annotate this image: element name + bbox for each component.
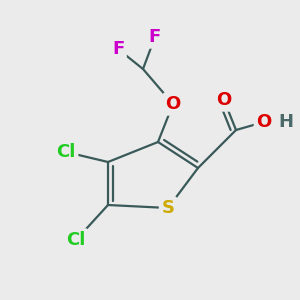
- Text: O: O: [216, 91, 232, 109]
- Text: Cl: Cl: [66, 231, 86, 249]
- Text: H: H: [278, 113, 293, 131]
- Text: O: O: [256, 113, 272, 131]
- Text: F: F: [112, 40, 124, 58]
- Text: S: S: [161, 199, 175, 217]
- Text: Cl: Cl: [56, 143, 76, 161]
- Text: F: F: [149, 28, 161, 46]
- Text: O: O: [165, 95, 181, 113]
